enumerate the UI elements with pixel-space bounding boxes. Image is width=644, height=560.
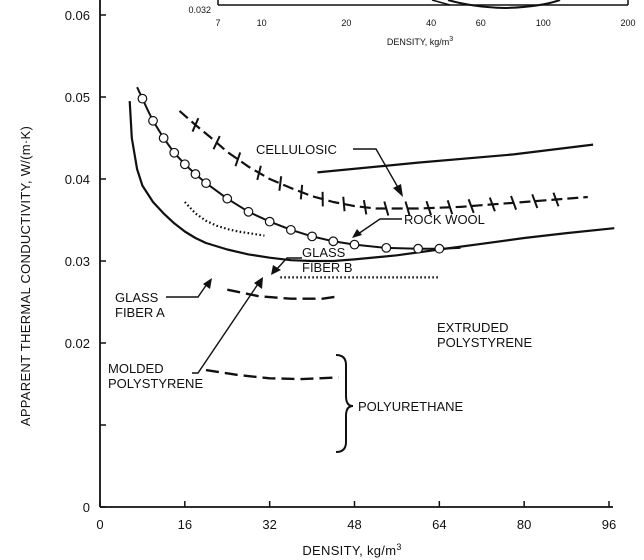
hatch-mark [552,192,560,207]
data-point [285,224,296,235]
hatch-mark [362,199,368,215]
hatch-mark [531,193,539,209]
main-axes: 0 16 32 48 64 80 96 0 0.02 0.03 0.04 0.05 0.06 DENSIT… [18,0,616,558]
y-tick-label: 0 [83,500,90,515]
label-cellulosic: CELLULOSIC [256,142,337,157]
data-point [413,243,424,254]
inset-curve [447,0,561,10]
data-point [434,243,445,254]
label-glass-fiber-b: GLASS [302,245,346,260]
y-tick-label: 0.03 [65,254,90,269]
x-tick-label: 80 [517,517,531,532]
data-point [201,178,211,189]
series-layer [128,86,615,381]
hatch-mark [510,195,518,210]
label-glass-fiber-a-line2: FIBER A [115,305,165,320]
y-tick-label: 0.05 [65,90,90,105]
hatch-mark [299,184,304,200]
hatch-mark [234,152,242,167]
label-extruded-polystyrene: EXTRUDED [437,320,509,335]
label-glass-fiber-a: GLASS [115,290,159,305]
inset-x-axis-label: DENSITY, kg/m3 [387,36,453,47]
inset-y-tick-label: 0.032 [188,5,211,15]
data-point [307,231,317,242]
x-axis-label: DENSITY, kg/m3 [302,542,401,558]
y-tick-label: 0.02 [65,336,90,351]
inset-leader [431,0,451,6]
hatch-mark [191,117,200,132]
data-point [190,169,201,179]
leader-glass-fiber-b [275,257,302,271]
label-polyurethane: POLYURETHANE [358,399,464,414]
leader-glass-fiber-a [166,283,208,298]
inset-x-tick-label: 40 [426,18,436,28]
hatch-mark [256,165,262,181]
arrow-molded-polystyrene [254,277,263,289]
x-tick-label: 0 [96,517,103,532]
data-point [264,216,275,227]
data-point [328,236,339,247]
data-point [179,159,190,170]
inset-x-tick-label: 10 [257,18,267,28]
data-point [158,133,169,143]
label-molded-polystyrene: MOLDED [108,361,164,376]
hatch-mark [278,176,283,191]
label-rock-wool: ROCK WOOL [404,212,485,227]
series-polyurethane [227,288,339,300]
label-glass-fiber-b-line2: FIBER B [302,260,353,275]
data-point [148,115,158,126]
hatch-mark [383,201,390,216]
inset-x-tick-label: 7 [215,18,220,28]
label-molded-polystyrene-line2: POLYSTYRENE [108,376,203,391]
polyurethane-brace [335,354,354,453]
hatch-mark [488,197,496,212]
series-cellulosic [317,143,594,174]
data-point [349,239,360,250]
inset-x-tick-label: 200 [620,18,635,28]
y-tick-label: 0.04 [65,172,90,187]
x-tick-label: 96 [602,517,616,532]
inset-x-tick-label: 60 [476,18,486,28]
inset-chart: 0.032 7 10 20 40 60 100 200 DENSITY, kg/m3 [188,0,636,47]
label-extruded-polystyrene-line2: POLYSTYRENE [437,335,532,350]
leader-rock-wool [357,218,402,235]
y-tick-label: 0.06 [65,8,90,23]
x-tick-label: 16 [178,517,192,532]
leader-molded-polystyrene [192,283,259,374]
data-point [222,193,233,204]
leader-cellulosic [353,148,401,192]
hatch-mark [425,200,432,216]
series-molded-polystyrene [183,201,265,237]
inset-x-tick-label: 20 [341,18,351,28]
hatch-mark [212,135,221,150]
hatch-mark [467,198,475,214]
inset-x-tick-label: 100 [536,18,551,28]
hatch-mark [342,196,346,212]
data-point [169,147,180,158]
data-point [381,242,392,253]
data-point [137,93,148,104]
x-tick-label: 32 [262,517,276,532]
series-rock-wool [178,110,588,210]
arrow-rock-wool [352,229,362,238]
arrow-cellulosic [393,184,403,197]
x-tick-label: 64 [432,517,446,532]
x-tick-label: 48 [347,517,361,532]
hatch-mark [446,200,454,215]
y-axis-label: APPARENT THERMAL CONDUCTIVITY, W/(m·K) [18,126,33,426]
series-polyurethane [205,368,339,381]
data-point [243,206,254,217]
hatch-mark [404,201,411,216]
arrow-glass-fiber-b [271,265,281,275]
arrow-glass-fiber-a [203,278,212,289]
